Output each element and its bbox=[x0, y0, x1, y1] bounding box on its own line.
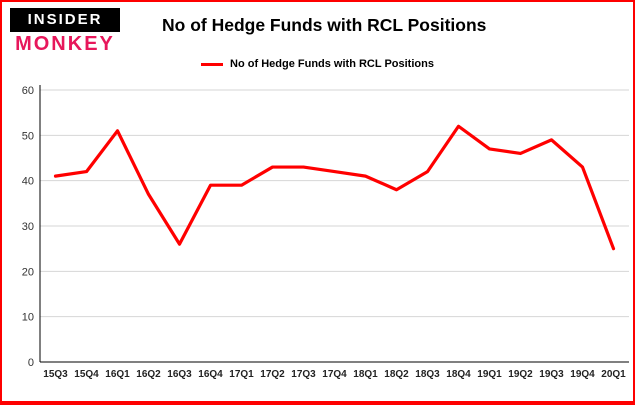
x-tick-label: 17Q4 bbox=[322, 369, 347, 380]
y-tick-label: 20 bbox=[22, 266, 34, 278]
x-tick-label: 17Q2 bbox=[260, 369, 285, 380]
x-tick-label: 18Q3 bbox=[415, 369, 440, 380]
legend-label: No of Hedge Funds with RCL Positions bbox=[230, 58, 434, 70]
legend-line-swatch bbox=[201, 62, 224, 66]
y-tick-label: 30 bbox=[22, 221, 34, 233]
x-tick-label: 20Q1 bbox=[601, 369, 626, 380]
x-tick-label: 16Q3 bbox=[167, 369, 192, 380]
x-tick-label: 15Q3 bbox=[43, 369, 68, 380]
x-tick-label: 18Q2 bbox=[384, 369, 409, 380]
y-tick-label: 0 bbox=[28, 357, 34, 369]
y-tick-label: 60 bbox=[22, 85, 34, 97]
x-tick-label: 19Q1 bbox=[477, 369, 502, 380]
series-line bbox=[53, 124, 616, 251]
x-tick-label: 17Q3 bbox=[291, 369, 316, 380]
line-chart: 0 10 20 30 40 50 60 15Q3 15Q4 16Q1 16Q2 16Q3 16Q4 17Q… bbox=[22, 85, 629, 380]
x-tick-label: 15Q4 bbox=[74, 369, 99, 380]
x-tick-label: 18Q4 bbox=[446, 369, 471, 380]
chart-title: No of Hedge Funds with RCL Positions bbox=[162, 15, 487, 35]
y-tick-label: 40 bbox=[22, 176, 34, 188]
x-tick-label: 16Q4 bbox=[198, 369, 223, 380]
x-tick-label: 18Q1 bbox=[353, 369, 378, 380]
y-tick-label: 50 bbox=[22, 130, 34, 142]
logo-monkey-text: MONKEY bbox=[15, 33, 115, 55]
x-tick-label: 16Q1 bbox=[105, 369, 130, 380]
insider-monkey-logo: INSIDER MONKEY bbox=[10, 8, 120, 56]
chart-legend: No of Hedge Funds with RCL Positions bbox=[2, 58, 633, 70]
x-tick-label: 19Q4 bbox=[570, 369, 595, 380]
x-tick-label: 16Q2 bbox=[136, 369, 161, 380]
logo-insider-text: INSIDER bbox=[10, 8, 120, 32]
x-tick-label: 19Q3 bbox=[539, 369, 564, 380]
y-tick-label: 10 bbox=[22, 312, 34, 324]
x-tick-label: 17Q1 bbox=[229, 369, 254, 380]
x-tick-label: 19Q2 bbox=[508, 369, 533, 380]
